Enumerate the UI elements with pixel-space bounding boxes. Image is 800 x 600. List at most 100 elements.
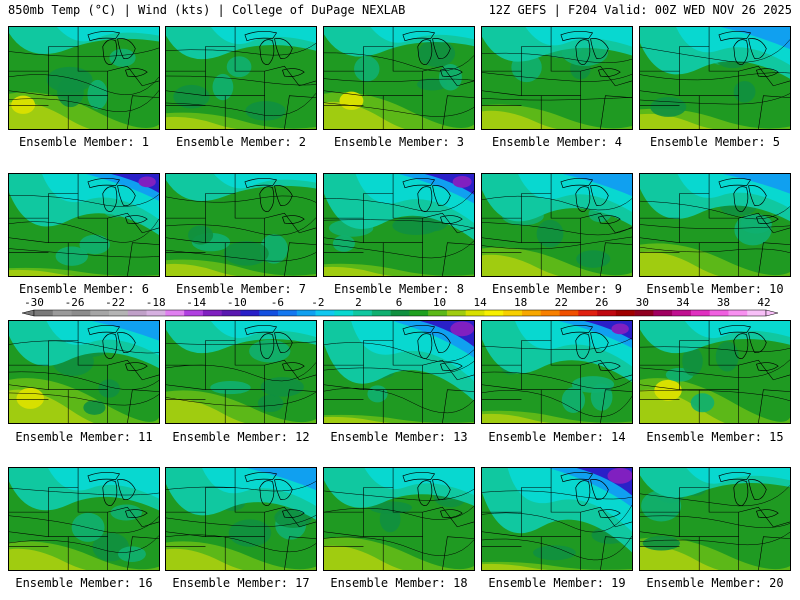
- great-lakes-outline: [402, 177, 436, 189]
- ensemble-member-label: Ensemble Member: 17: [172, 576, 310, 590]
- state-border-line: [600, 536, 632, 570]
- colorbar-swatch: [353, 310, 373, 316]
- great-lakes-outline: [282, 362, 305, 371]
- ensemble-member-label: Ensemble Member: 6: [18, 282, 150, 296]
- ensemble-member-label: Ensemble Member: 13: [330, 430, 468, 444]
- great-lakes-outline: [575, 39, 591, 65]
- temperature-field-map: [640, 321, 790, 423]
- state-border-line: [521, 193, 581, 219]
- great-lakes-outline: [432, 185, 451, 207]
- temperature-field-map: [166, 321, 316, 423]
- state-border-line: [640, 70, 700, 129]
- temperature-colorbar: [21, 309, 779, 317]
- state-border-line: [284, 242, 316, 276]
- ensemble-map-panel: [481, 467, 633, 571]
- isotherm-contour-line: [482, 97, 632, 101]
- colorbar-swatch: [484, 310, 504, 316]
- great-lakes-outline: [102, 333, 118, 359]
- temp-field-cold: [47, 468, 159, 499]
- great-lakes-outline: [87, 30, 121, 42]
- temp-field-patch: [561, 387, 586, 414]
- temp-field-warmer: [640, 113, 749, 129]
- temp-field-warmer: [9, 101, 118, 129]
- state-border-line: [600, 389, 632, 423]
- state-border-line: [640, 90, 680, 96]
- colorbar-swatch: [371, 310, 391, 316]
- state-border-line: [48, 487, 108, 513]
- temp-field-warmer: [324, 266, 433, 276]
- isotherm-contour-line: [640, 346, 790, 352]
- isotherm-contour-line: [324, 536, 474, 556]
- temp-field-patch: [212, 73, 234, 101]
- colorbar-swatch: [390, 310, 410, 316]
- ensemble-map-panel: [481, 26, 633, 130]
- temp-field-cold: [56, 27, 159, 42]
- great-lakes-outline: [718, 177, 752, 189]
- colorbar-tick-label: 6: [395, 296, 403, 309]
- colorbar-swatch: [503, 310, 523, 316]
- state-border-line: [264, 359, 316, 381]
- temp-field-warmest: [16, 387, 44, 409]
- colorbar-swatch: [52, 310, 72, 316]
- colorbar-tick-label: -30: [24, 296, 44, 309]
- state-border-line: [9, 384, 49, 390]
- great-lakes-outline: [117, 332, 136, 354]
- isotherm-contour-line: [166, 93, 316, 117]
- great-lakes-outline: [259, 333, 275, 359]
- colorbar-swatch: [672, 310, 692, 316]
- colorbar-tick-label: 2: [355, 296, 362, 309]
- temperature-field-map: [166, 468, 316, 570]
- great-lakes-outline: [440, 68, 463, 77]
- temp-field-patch: [118, 546, 146, 562]
- temp-field-patch: [367, 385, 388, 403]
- temp-field-patch: [682, 346, 703, 376]
- isotherm-contour-line: [324, 240, 474, 259]
- temp-field-patch: [210, 381, 251, 395]
- temperature-field-map: [324, 174, 474, 276]
- state-border-line: [422, 506, 474, 528]
- isotherm-contour-line: [9, 371, 159, 390]
- state-border-line: [107, 359, 159, 381]
- great-lakes-outline: [598, 362, 621, 371]
- state-border-line: [127, 536, 159, 570]
- great-lakes-outline: [244, 324, 278, 336]
- state-border-line: [640, 364, 700, 423]
- state-border-line: [107, 65, 159, 87]
- great-lakes-outline: [432, 332, 451, 354]
- great-lakes-outline: [417, 333, 433, 359]
- state-border-line: [521, 487, 581, 513]
- colorbar-tick-label: 30: [635, 296, 649, 309]
- great-lakes-outline: [244, 471, 278, 483]
- state-border-line: [482, 70, 542, 129]
- temp-field-colder: [720, 27, 790, 50]
- isotherm-contour-line: [482, 222, 632, 236]
- ensemble-member-label: Ensemble Member: 2: [175, 135, 307, 149]
- great-lakes-outline: [560, 471, 594, 483]
- isotherm-contour-line: [640, 72, 790, 81]
- temp-field-patch: [642, 536, 681, 551]
- great-lakes-outline: [274, 185, 293, 207]
- isotherm-contour-line: [166, 534, 316, 553]
- ensemble-member-label: Ensemble Member: 18: [330, 576, 468, 590]
- temp-field-warmer: [166, 116, 275, 129]
- isotherm-contour-line: [640, 485, 790, 507]
- ensemble-member-label: Ensemble Member: 11: [15, 430, 153, 444]
- colorbar-tick-label: 34: [676, 296, 690, 309]
- colorbar-swatch: [165, 310, 185, 316]
- colorbar-swatch: [109, 310, 129, 316]
- state-border-line: [600, 242, 632, 276]
- temp-field-patch: [257, 394, 284, 413]
- colorbar-swatch: [747, 310, 767, 316]
- colorbar-swatch: [296, 310, 316, 316]
- state-border-line: [758, 242, 790, 276]
- ensemble-map-panel: [8, 320, 160, 424]
- isotherm-contour-line: [324, 219, 474, 229]
- ensemble-member-label: Ensemble Member: 15: [646, 430, 784, 444]
- temp-field-patch: [332, 235, 355, 252]
- state-border-line: [9, 237, 49, 243]
- isotherm-contour-line: [482, 195, 632, 211]
- temp-field-warmer: [166, 548, 275, 570]
- colorbar-swatch: [690, 310, 710, 316]
- state-border-line: [679, 193, 739, 219]
- temp-field-patch: [576, 250, 611, 268]
